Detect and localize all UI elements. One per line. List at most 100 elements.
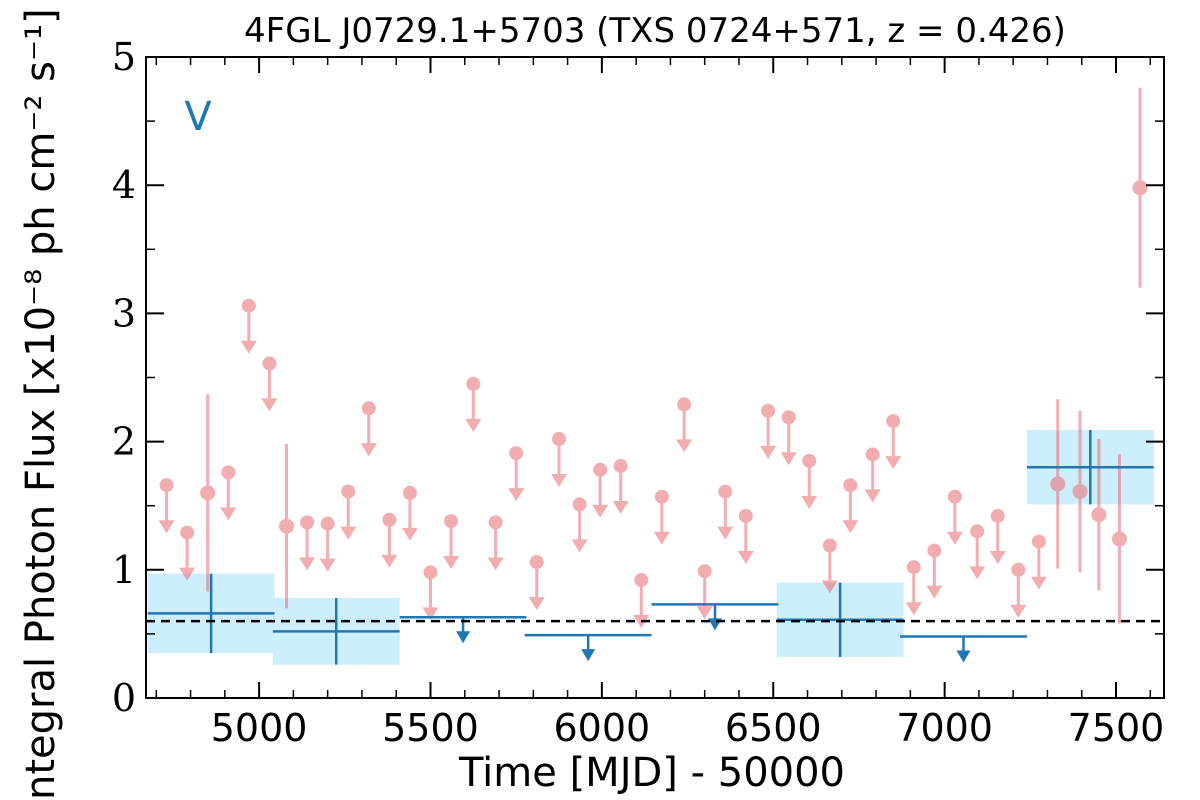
long-bin-upper-limit bbox=[524, 633, 652, 662]
long-bin-limit-arrow bbox=[581, 649, 596, 662]
upper-limit-point bbox=[466, 376, 481, 391]
chart-title: 4FGL J0729.1+5703 (TXS 0724+571, z = 0.4… bbox=[244, 11, 1066, 51]
y-tick-label: 2 bbox=[112, 420, 136, 464]
upper-limit-arrow bbox=[821, 580, 838, 594]
short-bin-upper-limit bbox=[487, 515, 504, 571]
upper-limit-point bbox=[886, 414, 901, 429]
upper-limit-arrow bbox=[653, 531, 670, 545]
short-bin-upper-limit bbox=[969, 524, 986, 580]
short-bin-upper-limit bbox=[653, 489, 670, 545]
long-bin-limit-arrow bbox=[956, 650, 971, 663]
upper-limit-arrow bbox=[760, 445, 777, 459]
upper-limit-arrow bbox=[801, 495, 818, 509]
upper-limit-arrow bbox=[989, 550, 1006, 564]
upper-limit-arrow bbox=[551, 474, 568, 488]
upper-limit-arrow bbox=[969, 566, 986, 580]
short-bin-upper-limit bbox=[401, 485, 418, 541]
x-axis-label: Time [MJD] - 50000 bbox=[458, 750, 845, 796]
upper-limit-point bbox=[634, 573, 649, 588]
detection-point bbox=[1091, 507, 1107, 523]
upper-limit-arrow bbox=[487, 557, 504, 571]
upper-limit-point bbox=[781, 410, 796, 425]
short-bin-upper-limit bbox=[422, 565, 439, 621]
upper-limit-point bbox=[927, 543, 942, 558]
short-bin-upper-limit bbox=[864, 447, 881, 503]
short-bin-upper-limit bbox=[717, 484, 734, 540]
long-bin-limit-arrow bbox=[456, 631, 471, 644]
short-bin-upper-limit bbox=[926, 543, 943, 599]
upper-limit-point bbox=[552, 432, 567, 447]
upper-limit-point bbox=[180, 525, 195, 540]
upper-limit-point bbox=[382, 512, 397, 527]
x-tick-label: 5000 bbox=[211, 706, 308, 750]
upper-limit-arrow bbox=[240, 340, 257, 354]
short-bin-detection bbox=[1050, 399, 1066, 569]
short-bin-upper-limit bbox=[780, 410, 797, 466]
upper-limit-point bbox=[970, 524, 985, 539]
upper-limit-arrow bbox=[508, 488, 525, 502]
short-bin-upper-limit bbox=[465, 376, 482, 432]
short-bin-upper-limit bbox=[989, 508, 1006, 564]
long-bin-upper-limit bbox=[651, 603, 779, 631]
short-bin-upper-limit bbox=[571, 497, 588, 553]
upper-limit-point bbox=[738, 508, 753, 523]
detection-point bbox=[1072, 484, 1088, 500]
upper-limit-arrow bbox=[1030, 576, 1047, 590]
upper-limit-point bbox=[593, 462, 608, 477]
upper-limit-arrow bbox=[592, 504, 609, 518]
long-bin-detection bbox=[776, 582, 904, 657]
upper-limit-arrow bbox=[319, 558, 336, 572]
y-tick-label: 0 bbox=[112, 676, 136, 720]
y-tick-label: 3 bbox=[112, 291, 136, 335]
short-bin-upper-limit bbox=[592, 462, 609, 518]
short-bin-detection bbox=[1091, 439, 1107, 591]
short-bin-detection bbox=[1111, 454, 1127, 624]
upper-limit-point bbox=[906, 560, 921, 575]
upper-limit-point bbox=[402, 485, 417, 500]
short-bin-upper-limit bbox=[299, 515, 316, 571]
y-tick-label: 5 bbox=[112, 35, 136, 79]
short-bin-upper-limit bbox=[528, 555, 545, 611]
y-axis: 0 1 2 3 4 5 bbox=[112, 35, 1164, 720]
upper-limit-point bbox=[843, 478, 858, 493]
upper-limit-arrow bbox=[528, 597, 545, 611]
detection-point bbox=[1111, 531, 1127, 547]
short-bin-upper-limit bbox=[443, 514, 460, 570]
upper-limit-point bbox=[802, 453, 817, 468]
upper-limit-point bbox=[1031, 534, 1046, 549]
short-bin-upper-limit bbox=[801, 453, 818, 509]
upper-limit-point bbox=[529, 555, 544, 570]
upper-limit-arrow bbox=[905, 602, 922, 616]
detection-point bbox=[279, 518, 295, 534]
short-bin-upper-limit bbox=[1010, 562, 1027, 618]
upper-limit-arrow bbox=[261, 398, 278, 412]
upper-limit-point bbox=[221, 465, 236, 480]
upper-limit-arrow bbox=[401, 527, 418, 541]
x-tick-label: 6500 bbox=[725, 706, 822, 750]
short-bin-detection bbox=[200, 394, 216, 592]
short-bin-upper-limit bbox=[821, 538, 838, 594]
upper-limit-arrow bbox=[571, 539, 588, 553]
upper-limit-arrow bbox=[220, 507, 237, 521]
upper-limit-arrow bbox=[696, 606, 713, 620]
detection-point bbox=[1050, 476, 1066, 492]
short-bin-upper-limit bbox=[842, 478, 859, 534]
upper-limit-point bbox=[761, 403, 776, 418]
short-bin-detection bbox=[1132, 87, 1148, 288]
x-tick-label: 7500 bbox=[1068, 706, 1165, 750]
x-tick-label: 5500 bbox=[382, 706, 479, 750]
upper-limit-point bbox=[241, 298, 256, 313]
short-bin-upper-limit bbox=[340, 484, 357, 540]
upper-limit-point bbox=[718, 484, 733, 499]
upper-limit-arrow bbox=[465, 418, 482, 432]
upper-limit-point bbox=[654, 489, 669, 504]
plot-area bbox=[146, 87, 1164, 665]
upper-limit-point bbox=[509, 446, 524, 461]
upper-limit-arrow bbox=[360, 443, 377, 457]
short-bin-upper-limit bbox=[696, 564, 713, 620]
short-bin-detection bbox=[279, 444, 295, 609]
short-bin-upper-limit bbox=[760, 403, 777, 459]
short-bin-upper-limit bbox=[1030, 534, 1047, 590]
short-bin-upper-limit bbox=[885, 414, 902, 470]
